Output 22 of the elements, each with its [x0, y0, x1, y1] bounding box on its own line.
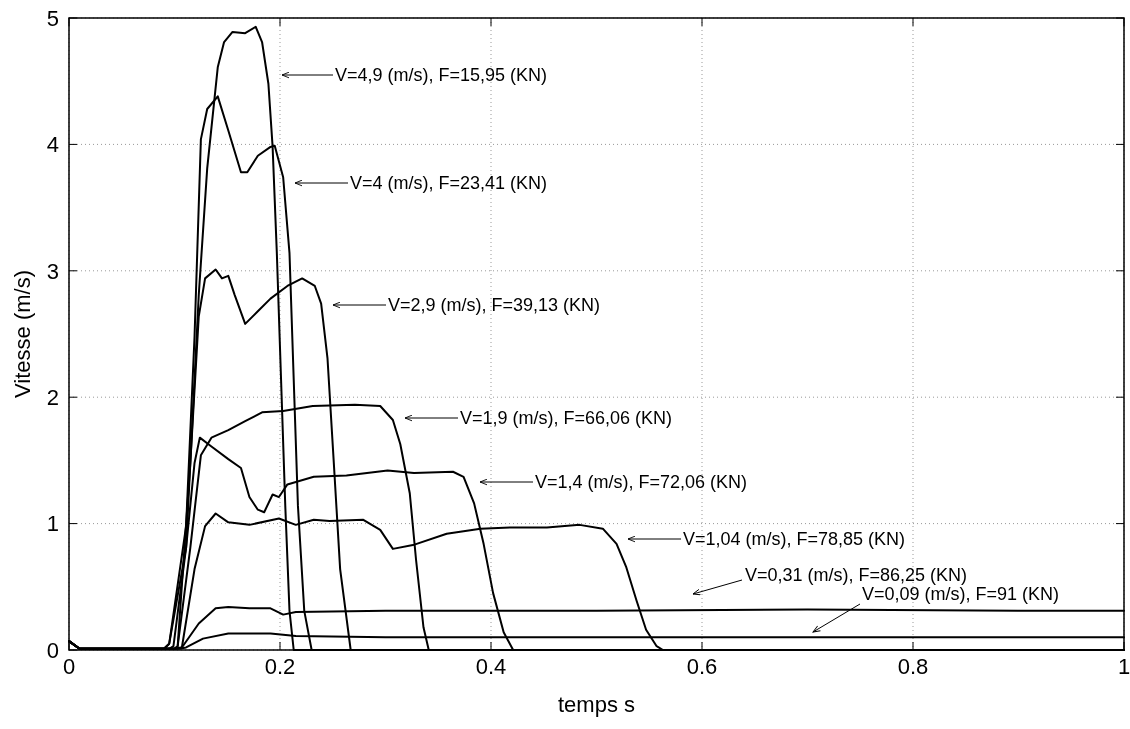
y-tick-label: 2	[46, 384, 59, 410]
y-tick-label: 0	[46, 637, 59, 663]
x-tick-label: 0.6	[686, 654, 718, 679]
annotation: V=1,4 (m/s), F=72,06 (KN)	[535, 472, 748, 493]
annotation: V=1,04 (m/s), F=78,85 (KN)	[683, 529, 906, 550]
y-tick-label: 5	[46, 5, 59, 31]
annotation: V=4,9 (m/s), F=15,95 (KN)	[335, 65, 548, 86]
x-tick-label: 0.2	[264, 654, 296, 679]
x-tick-label: 0.4	[475, 654, 507, 679]
x-tick-label: 1	[1117, 654, 1130, 679]
x-tick-label: 0	[62, 654, 76, 679]
y-axis-title: Vitesse (m/s)	[10, 270, 35, 398]
annotation: V=0,31 (m/s), F=86,25 (KN)	[745, 565, 968, 586]
y-tick-label: 4	[46, 132, 59, 158]
annotation: V=1,9 (m/s), F=66,06 (KN)	[460, 408, 673, 429]
annotation: V=4 (m/s), F=23,41 (KN)	[350, 173, 548, 194]
annotation: V=2,9 (m/s), F=39,13 (KN)	[388, 295, 601, 316]
y-tick-label: 3	[46, 258, 59, 284]
x-axis-title: temps s	[557, 692, 636, 717]
x-tick-label: 0.8	[897, 654, 929, 679]
y-tick-label: 1	[46, 511, 59, 537]
annotation: V=0,09 (m/s), F=91 (KN)	[862, 584, 1060, 605]
